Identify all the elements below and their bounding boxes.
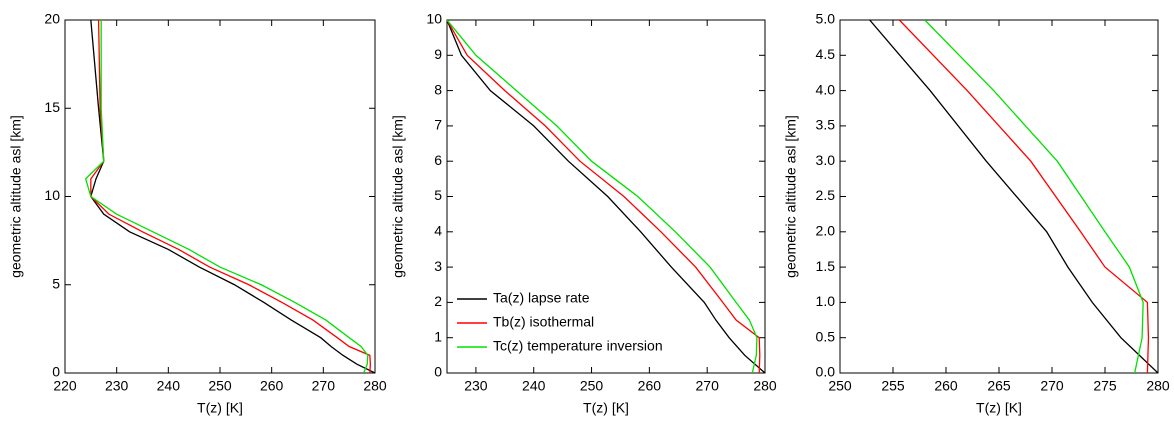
- x-tick-label: 265: [987, 378, 1011, 394]
- x-tick-label: 220: [53, 378, 77, 394]
- y-tick-label: 4.0: [816, 81, 836, 97]
- x-tick-label: 260: [934, 378, 958, 394]
- y-axis-label: geometric altitude asl [km]: [783, 115, 799, 278]
- y-tick-label: 3.5: [816, 117, 836, 133]
- y-tick-label: 5.0: [816, 11, 836, 27]
- y-tick-label: 0.0: [816, 364, 836, 380]
- y-axis-label: geometric altitude asl [km]: [390, 115, 406, 278]
- x-tick-label: 280: [1146, 378, 1170, 394]
- y-tick-label: 0: [434, 364, 442, 380]
- y-tick-label: 6: [434, 152, 442, 168]
- plot-frame: [64, 19, 376, 374]
- x-tick-label: 250: [208, 378, 232, 394]
- x-tick-label: 230: [105, 378, 129, 394]
- series-line: [898, 20, 1150, 373]
- x-tick-label: 275: [1093, 378, 1117, 394]
- y-tick-label: 4.5: [816, 46, 836, 62]
- series-line: [924, 20, 1144, 373]
- y-tick-label: 5: [434, 187, 442, 203]
- y-axis-label: geometric altitude asl [km]: [8, 115, 24, 278]
- y-tick-label: 5: [52, 275, 60, 291]
- x-tick-label: 260: [260, 378, 284, 394]
- y-tick-label: 1.5: [816, 258, 836, 274]
- y-tick-label: 8: [434, 81, 442, 97]
- y-tick-label: 1: [434, 328, 442, 344]
- series-line: [447, 20, 761, 373]
- x-tick-label: 255: [881, 378, 905, 394]
- y-tick-label: 3.0: [816, 152, 836, 168]
- x-tick-label: 250: [580, 378, 604, 394]
- series-line: [90, 20, 372, 373]
- x-tick-label: 240: [157, 378, 181, 394]
- y-tick-label: 2.5: [816, 187, 836, 203]
- y-tick-label: 9: [434, 46, 442, 62]
- y-tick-label: 20: [44, 11, 60, 27]
- y-tick-label: 15: [44, 99, 60, 115]
- legend-label: Ta(z) lapse rate: [493, 290, 590, 306]
- series-line: [84, 20, 369, 373]
- legend-label: Tc(z) temperature inversion: [493, 338, 663, 354]
- series-line: [90, 20, 375, 373]
- y-tick-label: 2: [434, 293, 442, 309]
- y-tick-label: 3: [434, 258, 442, 274]
- legend-label: Tb(z) isothermal: [493, 314, 594, 330]
- plot-frame: [446, 19, 766, 374]
- y-tick-label: 0.5: [816, 328, 836, 344]
- x-tick-label: 270: [696, 378, 720, 394]
- y-tick-label: 1.0: [816, 293, 836, 309]
- y-tick-label: 0: [52, 364, 60, 380]
- series-line: [869, 20, 1158, 373]
- y-tick-label: 4: [434, 223, 442, 239]
- y-tick-label: 7: [434, 117, 442, 133]
- x-axis-label: T(z) [K]: [976, 400, 1022, 416]
- x-tick-label: 280: [753, 378, 777, 394]
- x-tick-label: 260: [638, 378, 662, 394]
- series-line: [447, 20, 765, 373]
- x-axis-label: T(z) [K]: [197, 400, 243, 416]
- x-tick-label: 280: [363, 378, 387, 394]
- x-tick-label: 250: [828, 378, 852, 394]
- x-tick-label: 230: [464, 378, 488, 394]
- plot-frame: [839, 19, 1159, 374]
- x-tick-label: 270: [312, 378, 336, 394]
- series-line: [447, 20, 758, 373]
- y-tick-label: 10: [44, 187, 60, 203]
- x-tick-label: 240: [522, 378, 546, 394]
- x-tick-label: 270: [1040, 378, 1064, 394]
- y-tick-label: 10: [426, 11, 442, 27]
- x-axis-label: T(z) [K]: [583, 400, 629, 416]
- y-tick-label: 2.0: [816, 223, 836, 239]
